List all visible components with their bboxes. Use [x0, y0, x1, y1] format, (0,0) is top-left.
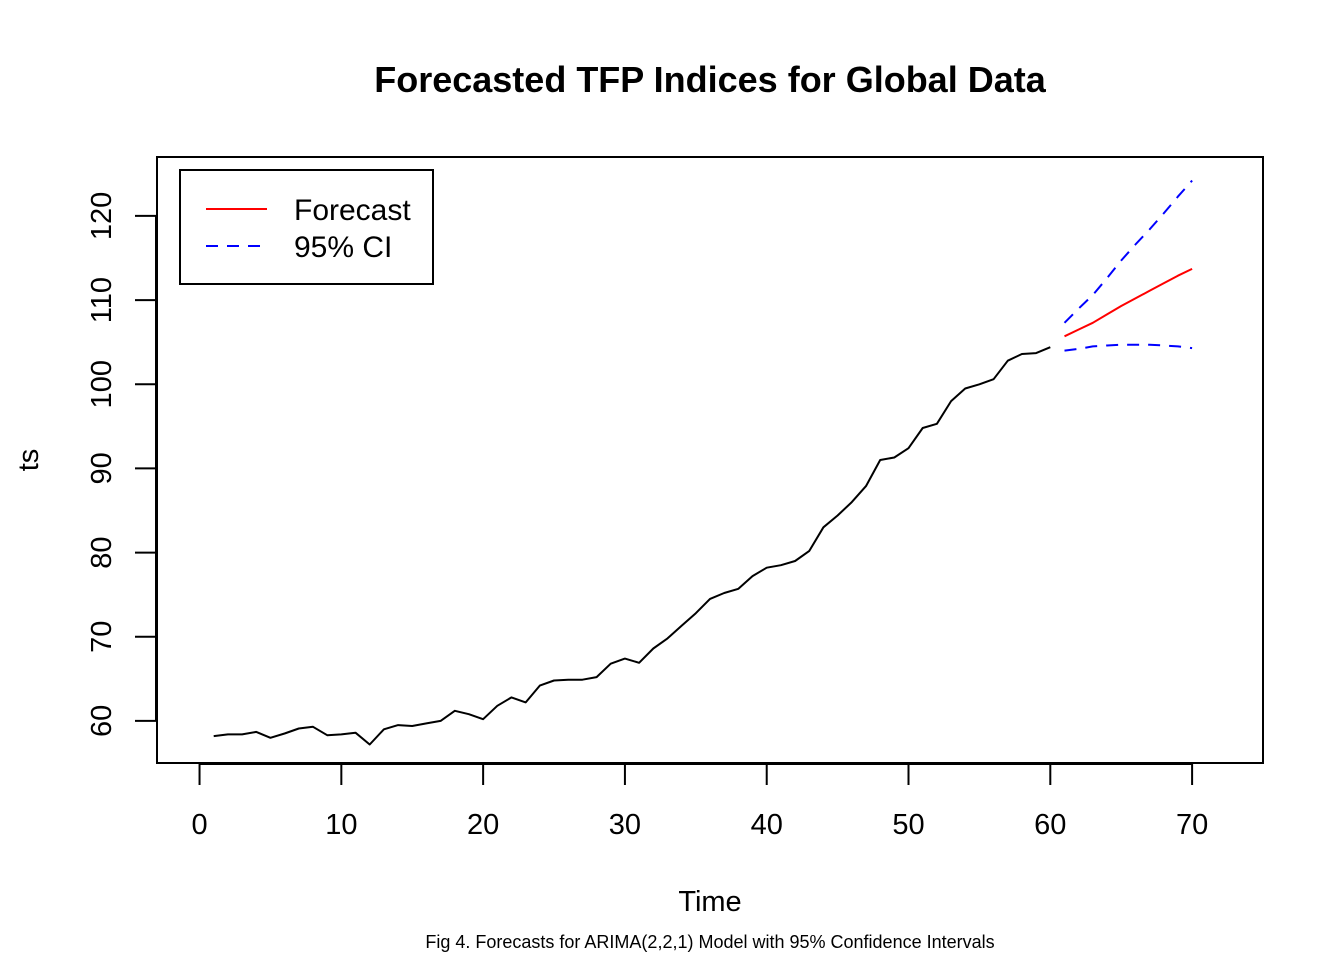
- forecast-series-line: [1064, 267, 1193, 338]
- legend: Forecast 95% CI: [179, 169, 434, 285]
- x-tick-label: 30: [609, 809, 641, 841]
- ci-lower-series-line: [1064, 343, 1193, 352]
- y-tick-label: 100: [86, 360, 118, 408]
- x-tick-label: 50: [892, 809, 924, 841]
- y-tick-label: 70: [86, 621, 118, 653]
- legend-box: [179, 169, 434, 285]
- y-axis-label: ts: [13, 449, 45, 472]
- x-tick-label: 10: [325, 809, 357, 841]
- legend-forecast-label: Forecast: [294, 194, 411, 227]
- x-axis-label: Time: [678, 886, 741, 918]
- x-tick-label: 70: [1176, 809, 1208, 841]
- x-tick-label: 60: [1034, 809, 1066, 841]
- series-layer: [213, 179, 1193, 746]
- y-tick-label: 80: [86, 536, 118, 568]
- y-tick-label: 90: [86, 452, 118, 484]
- y-axis: 60 70 80 90 100 110 120: [86, 192, 157, 737]
- legend-ci-label: 95% CI: [294, 231, 392, 264]
- x-tick-label: 0: [191, 809, 207, 841]
- x-tick-label: 20: [467, 809, 499, 841]
- x-tick-label: 40: [751, 809, 783, 841]
- y-tick-label: 120: [86, 192, 118, 240]
- figure-caption: Fig 4. Forecasts for ARIMA(2,2,1) Model …: [425, 932, 994, 952]
- chart-title: Forecasted TFP Indices for Global Data: [374, 59, 1046, 100]
- y-tick-label: 110: [86, 277, 118, 323]
- y-tick-label: 60: [86, 705, 118, 737]
- ci-upper-series-line: [1063, 179, 1193, 324]
- observed-series-line: [213, 346, 1051, 746]
- x-axis: 0 10 20 30 40 50 60 70: [191, 763, 1208, 841]
